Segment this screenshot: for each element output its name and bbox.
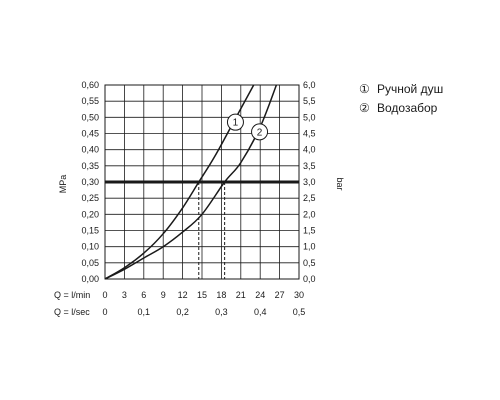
y-left-tick-label: 0,25 (81, 193, 99, 203)
x-lmin-tick-label: 3 (122, 290, 127, 300)
x-lmin-tick-label: 0 (102, 290, 107, 300)
y-right-tick-label: 6,0 (303, 80, 316, 90)
y-right-tick-label: 1,5 (303, 226, 316, 236)
x-lmin-tick-label: 21 (236, 290, 246, 300)
axis-layer: 0,00 0,00,05 0,50,10 1,00,15 1,50,20 2,00,25 2… (81, 80, 315, 317)
x-lmin-tick-label: 9 (161, 290, 166, 300)
y-left-tick-label: 0,45 (81, 129, 99, 139)
y-right-tick-label: 2,5 (303, 193, 316, 203)
x-lmin-tick-label: 30 (294, 290, 304, 300)
y-left-tick-label: 0,10 (81, 242, 99, 252)
series-line-2 (104, 84, 278, 280)
series-line-1 (104, 84, 255, 280)
y-axis-right-title: bar (335, 177, 345, 190)
x-lsec-tick-label: 0,3 (215, 307, 228, 317)
y-left-tick-label: 0,20 (81, 209, 99, 219)
series-callout-label-2: 2 (257, 127, 263, 138)
x-lsec-tick-label: 0 (102, 307, 107, 317)
y-left-tick-label: 0,35 (81, 161, 99, 171)
x-lsec-tick-label: 0,4 (254, 307, 267, 317)
y-left-tick-label: 0,55 (81, 96, 99, 106)
x-lmin-tick-label: 6 (141, 290, 146, 300)
y-left-tick-label: 0,00 (81, 274, 99, 284)
y-left-tick-label: 0,15 (81, 226, 99, 236)
y-right-tick-label: 5,5 (303, 96, 316, 106)
x-lmin-tick-label: 15 (197, 290, 207, 300)
legend: ① Ручной душ ② Водозабор (359, 82, 443, 115)
y-right-tick-label: 4,0 (303, 145, 316, 155)
y-right-tick-label: 5,0 (303, 112, 316, 122)
legend-marker-1: ① (359, 82, 370, 96)
y-right-tick-label: 2,0 (303, 209, 316, 219)
y-left-tick-label: 0,05 (81, 258, 99, 268)
series-layer: 12 (104, 84, 278, 280)
y-right-tick-label: 0,5 (303, 258, 316, 268)
y-right-tick-label: 3,0 (303, 177, 316, 187)
x-axis-lsec-title: Q = l/sec (54, 307, 90, 317)
x-lsec-tick-label: 0,2 (176, 307, 189, 317)
reference-layer (105, 180, 299, 279)
y-right-tick-label: 1,0 (303, 242, 316, 252)
x-lsec-tick-label: 0,1 (138, 307, 151, 317)
legend-marker-2: ② (359, 101, 370, 115)
x-lmin-tick-label: 18 (216, 290, 226, 300)
x-lmin-tick-label: 12 (178, 290, 188, 300)
y-right-tick-label: 0,0 (303, 274, 316, 284)
series-callout-1 (226, 113, 244, 131)
x-lsec-tick-label: 0,5 (293, 307, 306, 317)
y-left-tick-label: 0,30 (81, 177, 99, 187)
y-axis-left-title: MPa (58, 175, 68, 194)
y-left-tick-label: 0,60 (81, 80, 99, 90)
series-callout-2 (251, 123, 269, 141)
y-left-tick-label: 0,40 (81, 145, 99, 155)
y-right-tick-label: 4,5 (303, 129, 316, 139)
y-left-tick-label: 0,50 (81, 112, 99, 122)
x-axis-lmin-title: Q = l/min (54, 290, 90, 300)
legend-label-1: Ручной душ (377, 82, 443, 96)
y-right-tick-label: 3,5 (303, 161, 316, 171)
x-lmin-tick-label: 27 (275, 290, 285, 300)
series-callout-label-1: 1 (233, 118, 239, 129)
x-lmin-tick-label: 24 (255, 290, 265, 300)
legend-label-2: Водозабор (377, 101, 438, 115)
